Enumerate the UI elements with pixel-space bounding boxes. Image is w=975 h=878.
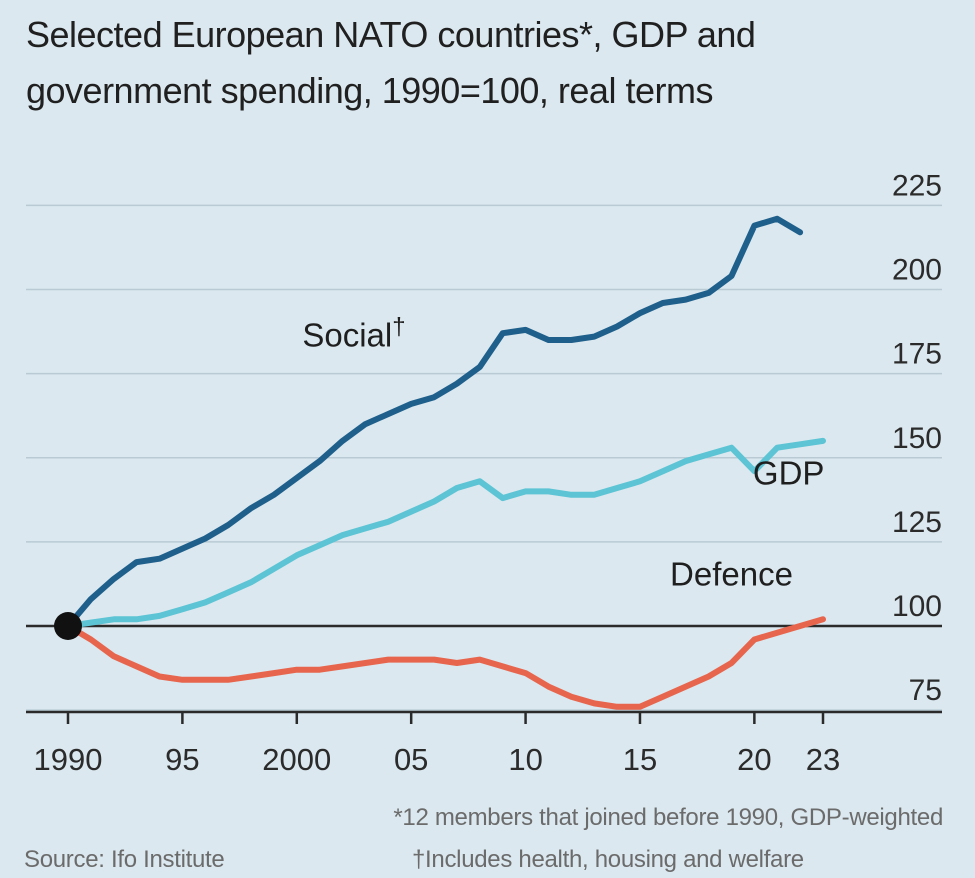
- x-tick-label: 05: [394, 742, 428, 777]
- x-tick-label: 1990: [34, 742, 103, 777]
- series-label-social: Social†: [302, 314, 405, 354]
- footnote-members: *12 members that joined before 1990, GDP…: [393, 804, 943, 831]
- series-line-defence: [65, 616, 826, 710]
- y-tick-label: 100: [892, 590, 942, 623]
- y-tick-label: 175: [892, 338, 942, 371]
- y-tick-label: 125: [892, 506, 942, 539]
- chart-title: Selected European NATO countries*, GDP a…: [26, 14, 756, 55]
- series-labels: Social† GDP Defence: [302, 314, 824, 593]
- series-label-mark: †: [392, 314, 405, 341]
- baseline-origin-marker: [54, 612, 82, 640]
- x-tick-label: 95: [165, 742, 199, 777]
- x-tick-label: 15: [623, 742, 657, 777]
- series-line-social: [65, 215, 804, 629]
- series-label-gdp: GDP: [753, 455, 825, 492]
- footnote-includes: †Includes health, housing and welfare: [412, 846, 804, 873]
- chart-subtitle: government spending, 1990=100, real term…: [26, 70, 713, 111]
- series-lines: [54, 215, 826, 710]
- x-axis: 1990 95 2000 05 10 15 20 23: [26, 710, 942, 777]
- series-label-defence: Defence: [670, 556, 793, 593]
- y-tick-label: 200: [892, 254, 942, 287]
- gridlines: [26, 204, 942, 711]
- y-axis-labels: 75 100 125 150 175 200 225: [892, 169, 942, 707]
- x-tick-label: 2000: [262, 742, 331, 777]
- series-line-gdp: [65, 437, 826, 629]
- y-tick-label: 75: [909, 674, 942, 707]
- source-note: Source: Ifo Institute: [24, 846, 225, 873]
- x-tick-label: 20: [737, 742, 771, 777]
- x-tick-label: 23: [806, 742, 840, 777]
- x-tick-label: 10: [508, 742, 542, 777]
- y-tick-label: 150: [892, 422, 942, 455]
- y-tick-label: 225: [892, 169, 942, 202]
